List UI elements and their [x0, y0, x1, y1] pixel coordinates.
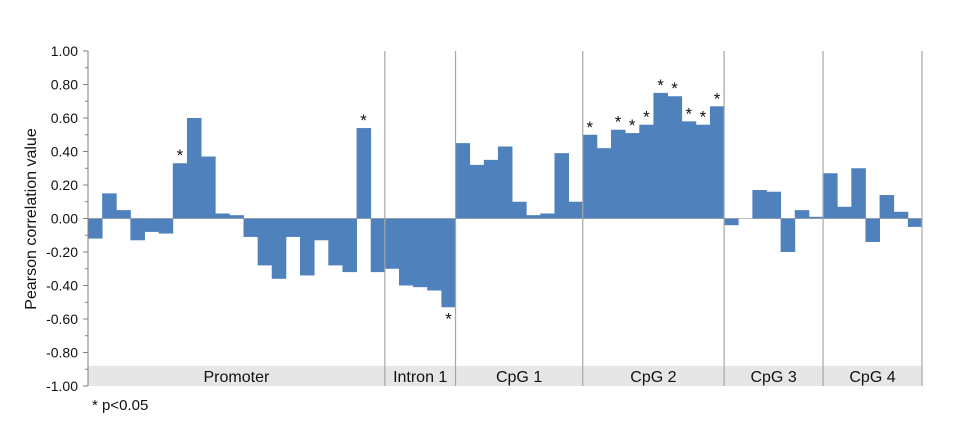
- bar: [357, 128, 372, 218]
- bar: [272, 219, 287, 279]
- bar: [526, 215, 541, 218]
- bar-series: [88, 93, 922, 307]
- bar: [540, 213, 555, 218]
- bar: [441, 219, 456, 308]
- bar: [342, 219, 357, 273]
- bar: [752, 190, 767, 218]
- bar: [300, 219, 315, 276]
- significance-star: *: [586, 118, 593, 137]
- y-tick-label: -0.60: [46, 311, 78, 327]
- bar: [880, 195, 895, 218]
- bar: [583, 135, 598, 219]
- significance-star: *: [643, 108, 650, 127]
- bar: [159, 219, 174, 234]
- bar: [286, 219, 301, 237]
- significance-star: *: [615, 113, 622, 132]
- bar: [908, 219, 923, 227]
- bar: [130, 219, 145, 241]
- bar: [569, 202, 584, 219]
- bar: [145, 219, 160, 232]
- footnote: * p<0.05: [92, 397, 148, 414]
- bar: [484, 160, 499, 219]
- region-label: Promoter: [204, 369, 270, 386]
- bar: [102, 193, 117, 218]
- y-tick-label: -0.20: [46, 244, 78, 260]
- bar: [385, 219, 400, 269]
- bar: [682, 121, 697, 218]
- bar: [498, 146, 513, 218]
- bar: [781, 219, 796, 253]
- bar: [215, 213, 230, 218]
- bar: [456, 143, 471, 218]
- significance-star: *: [629, 116, 636, 135]
- significance-star: *: [445, 309, 452, 328]
- y-tick-label: 1.00: [51, 43, 78, 59]
- y-tick-label: 0.60: [51, 110, 78, 126]
- significance-star: *: [714, 89, 721, 108]
- significance-star: *: [671, 79, 678, 98]
- bar: [837, 207, 852, 219]
- bar: [88, 219, 103, 239]
- y-tick-label: 0.20: [51, 177, 78, 193]
- y-tick-label: 0.00: [51, 211, 78, 227]
- bar: [371, 219, 386, 273]
- significance-star: *: [177, 146, 184, 165]
- bar: [625, 133, 640, 218]
- region-label: CpG 3: [750, 369, 796, 386]
- bar: [653, 93, 668, 219]
- bar: [554, 153, 569, 218]
- bar: [767, 192, 782, 219]
- y-axis: 1.00 0.80 0.60 0.40 0.20 0.00 -0.20 -0.40 -0.60 -…: [46, 43, 922, 394]
- bar: [823, 173, 838, 218]
- bar: [611, 130, 626, 219]
- bar: [865, 219, 880, 242]
- bar: [243, 219, 258, 237]
- bar: [851, 168, 866, 218]
- bar: [470, 165, 485, 219]
- y-tick-label: 0.40: [51, 144, 78, 160]
- bar: [427, 219, 442, 291]
- region-label: CpG 4: [849, 369, 895, 386]
- y-tick-label: 0.80: [51, 77, 78, 93]
- bar: [116, 210, 131, 218]
- bar: [328, 219, 343, 266]
- region-label: CpG 2: [630, 369, 676, 386]
- significance-star: *: [657, 76, 664, 95]
- bar: [173, 163, 188, 218]
- bar: [413, 219, 428, 288]
- significance-star: *: [360, 111, 367, 130]
- y-axis-label: Pearson correlation value: [23, 128, 40, 310]
- bar: [314, 219, 329, 241]
- bar: [795, 210, 810, 218]
- bar: [399, 219, 414, 286]
- bar: [894, 212, 909, 219]
- bar: [668, 96, 683, 218]
- bar: [597, 148, 612, 218]
- region-label: CpG 1: [496, 369, 542, 386]
- bar: [187, 118, 202, 219]
- significance-star: *: [685, 104, 692, 123]
- significance-star: *: [700, 108, 707, 127]
- y-tick-label: -0.40: [46, 278, 78, 294]
- bar: [710, 106, 725, 218]
- bar: [512, 202, 527, 219]
- bar: [258, 219, 273, 266]
- bar: [639, 125, 654, 219]
- region-label: Intron 1: [393, 369, 447, 386]
- y-tick-label: -0.80: [46, 345, 78, 361]
- bar: [724, 219, 739, 226]
- y-tick-label: -1.00: [46, 378, 78, 394]
- bar: [229, 215, 244, 218]
- bar: [696, 125, 711, 219]
- bar: [201, 157, 216, 219]
